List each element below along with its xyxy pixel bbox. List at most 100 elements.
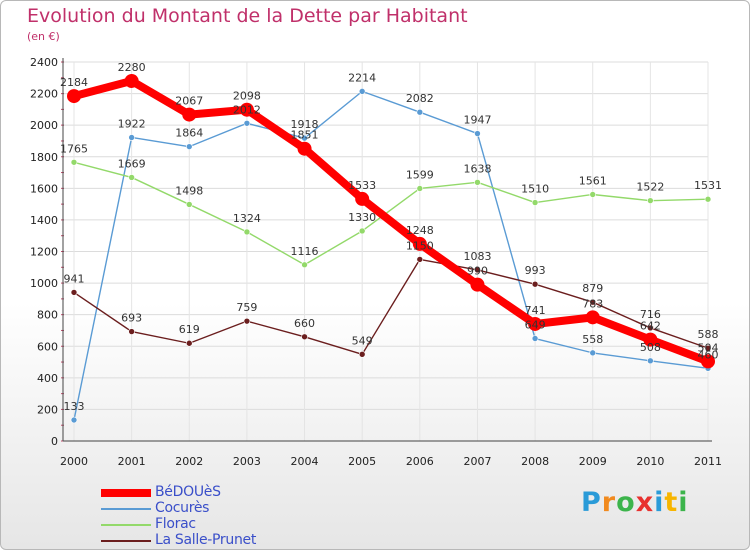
x-tick-label: 2011 [694, 455, 722, 468]
x-tick-label: 2010 [636, 455, 664, 468]
series-point-3 [474, 266, 481, 274]
x-tick-label: 2003 [233, 455, 261, 468]
series-point-3 [647, 324, 654, 332]
x-tick-label: 2002 [175, 455, 203, 468]
series-layer [67, 73, 715, 424]
series-point-2 [474, 179, 481, 186]
series-point-2 [704, 195, 712, 203]
series-point-1 [301, 134, 308, 142]
data-label-0: 741 [525, 304, 546, 317]
series-point-1 [128, 134, 135, 141]
logo-letter: x [635, 487, 655, 518]
series-point-0 [701, 354, 715, 369]
data-label-2: 1498 [175, 184, 203, 197]
series-point-0 [297, 141, 312, 156]
y-tick-label: 600 [37, 340, 58, 353]
series-point-1 [589, 349, 597, 357]
series-point-0 [355, 191, 370, 206]
data-label-0: 642 [640, 320, 661, 333]
legend-label: Cocurès [155, 500, 210, 516]
data-label-1: 558 [582, 333, 603, 346]
series-point-0 [182, 107, 197, 122]
data-label-1: 460 [698, 348, 719, 361]
data-label-1: 508 [640, 341, 661, 354]
data-label-3: 993 [525, 264, 546, 277]
data-label-3: 549 [352, 334, 373, 347]
y-tick-label: 0 [51, 435, 58, 448]
data-label-0: 504 [698, 341, 719, 354]
legend-label: BéDOUèS [155, 484, 221, 500]
y-tick-label: 1000 [30, 277, 58, 290]
data-label-3: 879 [582, 282, 603, 295]
x-tick-label: 2006 [406, 455, 434, 468]
logo-letter: o [616, 487, 636, 518]
series-point-2 [531, 199, 539, 206]
series-point-0 [124, 73, 139, 88]
series-point-3 [128, 328, 135, 335]
data-label-0: 1851 [291, 129, 319, 142]
series-point-3 [589, 298, 597, 306]
grid-layer [63, 61, 709, 442]
data-label-0: 2184 [60, 76, 88, 89]
series-point-2 [301, 261, 308, 269]
series-point-0 [528, 316, 543, 331]
data-label-3: 619 [179, 323, 200, 336]
data-label-3: 660 [294, 317, 315, 330]
series-point-0 [643, 332, 658, 347]
legend-label: Florac [155, 516, 196, 532]
series-point-2 [185, 201, 193, 208]
series-point-3 [301, 333, 308, 341]
series-point-1 [358, 88, 366, 95]
data-label-1: 1864 [175, 127, 203, 140]
axis-layer: 0 200 400 600 800 1000 1200 1400 1600 1800 2000 220… [30, 56, 722, 468]
series-point-3 [358, 351, 366, 358]
data-label-0: 990 [467, 265, 488, 278]
data-label-1: 2082 [406, 92, 434, 105]
y-tick-label: 1800 [30, 151, 58, 164]
data-label-2: 1324 [233, 212, 261, 225]
legend-item-1: Cocurès [101, 500, 301, 517]
data-label-3: 1083 [463, 250, 491, 263]
data-label-1: 1947 [463, 114, 491, 127]
data-label-3: 759 [236, 301, 257, 314]
legend-item-2: Florac [101, 516, 301, 533]
series-point-3 [243, 317, 251, 325]
data-label-2: 1510 [521, 183, 549, 196]
legend-swatch [101, 508, 151, 510]
series-point-2 [589, 191, 597, 198]
logo-letter: i [654, 487, 665, 518]
series-point-3 [185, 339, 193, 347]
legend-swatch [101, 540, 151, 542]
series-point-3 [416, 256, 424, 263]
legend-swatch [101, 489, 151, 497]
series-point-1 [70, 416, 78, 424]
series-point-2 [358, 227, 366, 235]
series-point-2 [243, 228, 251, 236]
series-point-1 [416, 108, 424, 116]
data-label-3: 588 [698, 328, 719, 341]
series-point-0 [585, 310, 600, 325]
data-label-0: 2098 [233, 90, 261, 103]
series-point-1 [474, 130, 481, 137]
series-point-2 [416, 185, 424, 192]
y-tick-label: 200 [37, 403, 58, 416]
y-tick-label: 400 [37, 372, 58, 385]
y-tick-label: 800 [37, 309, 58, 322]
data-label-2: 1599 [406, 168, 434, 181]
data-label-3: 693 [121, 312, 142, 325]
series-line-0 [70, 76, 712, 366]
data-label-2: 1765 [60, 142, 88, 155]
data-label-3: 1150 [406, 239, 434, 252]
series-point-1 [647, 357, 654, 365]
y-tick-label: 2400 [30, 56, 58, 69]
legend-item-3: La Salle-Prunet [101, 532, 301, 549]
legend-swatch [101, 524, 151, 526]
series-point-2 [647, 197, 654, 204]
x-tick-label: 2007 [463, 455, 491, 468]
data-label-0: 1248 [406, 224, 434, 237]
x-tick-label: 2008 [521, 455, 549, 468]
data-label-2: 1116 [291, 245, 319, 258]
data-label-3: 716 [640, 308, 661, 321]
data-label-1: 133 [64, 400, 85, 413]
